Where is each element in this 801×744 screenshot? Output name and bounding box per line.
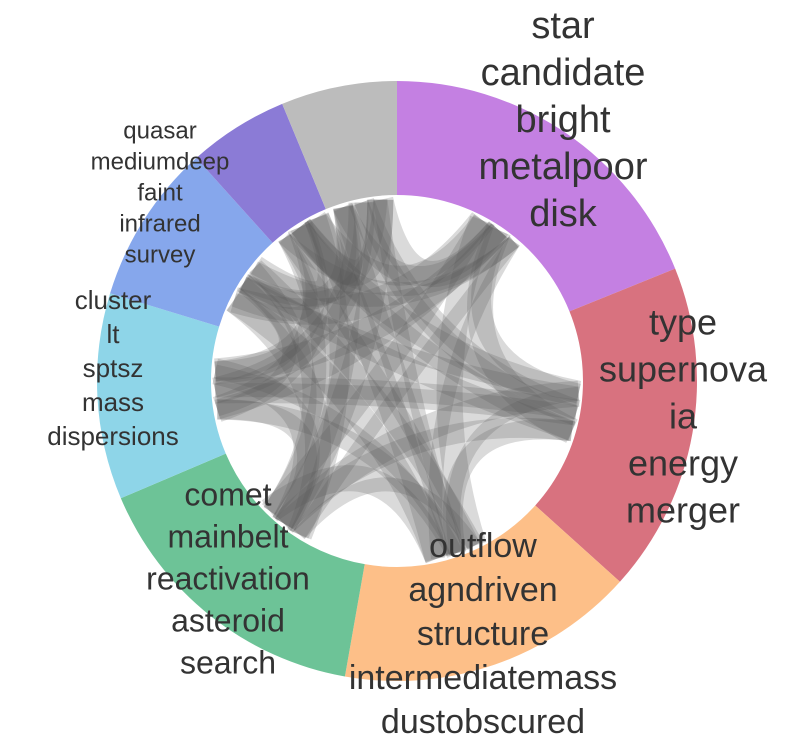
topic-word: dustobscured bbox=[381, 703, 585, 741]
topic-word: disk bbox=[529, 193, 598, 235]
chord bbox=[436, 215, 495, 550]
topic-word: faint bbox=[137, 179, 183, 206]
chord bbox=[276, 417, 574, 531]
chord bbox=[261, 465, 450, 564]
chord bbox=[247, 260, 483, 551]
chord bbox=[214, 223, 507, 420]
chord bbox=[213, 202, 369, 398]
chord bbox=[212, 222, 329, 422]
chord bbox=[239, 205, 357, 311]
chord bbox=[214, 221, 509, 385]
topic-word: mainbelt bbox=[168, 518, 289, 554]
topic-word: supernova bbox=[599, 349, 768, 390]
topic-word: lt bbox=[107, 319, 121, 349]
chord bbox=[293, 477, 480, 550]
chord bbox=[446, 386, 580, 555]
topic-word: dispersions bbox=[47, 421, 179, 451]
chord bbox=[442, 419, 574, 555]
chord bbox=[262, 215, 492, 518]
topic-word: structure bbox=[417, 615, 549, 653]
topic-word: infrared bbox=[119, 210, 200, 237]
chord bbox=[230, 212, 493, 325]
topic-word: survey bbox=[125, 241, 196, 268]
topic-word: candidate bbox=[481, 52, 646, 94]
ring-segment bbox=[110, 158, 273, 327]
chord bbox=[293, 237, 520, 539]
chord bbox=[333, 204, 466, 557]
chord bbox=[272, 199, 394, 531]
chord bbox=[212, 358, 320, 530]
chord bbox=[212, 202, 375, 404]
chord bbox=[238, 274, 576, 441]
topic-word: mediumdeep bbox=[91, 148, 230, 175]
topic-word: outflow bbox=[429, 527, 537, 565]
topic-word: star bbox=[531, 5, 595, 47]
chord bbox=[289, 218, 582, 407]
topic-word: quasar bbox=[123, 117, 196, 144]
chord bbox=[217, 399, 318, 529]
chord bbox=[251, 236, 519, 307]
chord bbox=[349, 198, 581, 425]
topic-word: ia bbox=[669, 396, 698, 437]
topic-word: cluster bbox=[75, 285, 152, 315]
chord bbox=[291, 204, 363, 285]
chord bbox=[240, 199, 388, 307]
ring-segment bbox=[120, 453, 365, 677]
chord bbox=[304, 212, 451, 562]
topic-word: metalpoor bbox=[479, 146, 648, 188]
chord bbox=[308, 211, 491, 286]
topic-word: sptsz bbox=[83, 353, 144, 383]
chord bbox=[278, 233, 481, 550]
chord bbox=[215, 277, 297, 417]
chords bbox=[212, 196, 582, 564]
chord bbox=[354, 200, 579, 420]
chord bbox=[247, 213, 344, 308]
chord bbox=[215, 377, 579, 426]
chord bbox=[471, 225, 581, 404]
topic-word: reactivation bbox=[146, 560, 310, 596]
chord bbox=[290, 214, 350, 539]
topic-word: agndriven bbox=[408, 571, 557, 609]
topic-word: comet bbox=[184, 476, 271, 512]
chord bbox=[249, 263, 317, 515]
chord bbox=[467, 224, 578, 443]
chord bbox=[240, 277, 580, 401]
chord bbox=[334, 202, 507, 287]
chord bbox=[263, 234, 327, 515]
ring bbox=[96, 81, 697, 681]
chord bbox=[213, 364, 463, 557]
topic-word: merger bbox=[626, 490, 740, 531]
topic-word: intermediatemass bbox=[349, 659, 617, 697]
chord bbox=[226, 288, 451, 563]
chord bbox=[226, 289, 331, 540]
ring-segment bbox=[196, 103, 326, 243]
ring-segment bbox=[282, 81, 397, 210]
chord bbox=[292, 220, 576, 441]
ring-segment bbox=[96, 293, 226, 499]
ring-segment bbox=[397, 81, 676, 312]
chord bbox=[428, 237, 520, 560]
chord bbox=[217, 399, 466, 558]
labels: star candidate bright metalpoor disk type supe… bbox=[47, 5, 768, 741]
chord bbox=[279, 232, 519, 297]
ring-segment bbox=[344, 505, 620, 681]
topic-word: energy bbox=[628, 443, 738, 484]
topic-word: mass bbox=[82, 387, 144, 417]
topic-word: search bbox=[180, 644, 276, 680]
chord bbox=[214, 223, 326, 382]
chord bbox=[215, 383, 578, 420]
chord bbox=[214, 275, 299, 382]
chord bbox=[274, 380, 580, 533]
topic-word: asteroid bbox=[171, 602, 285, 638]
chord bbox=[367, 196, 509, 287]
topic-word: type bbox=[649, 302, 717, 343]
ring-segment bbox=[535, 268, 697, 582]
chord bbox=[231, 234, 318, 322]
chord bbox=[275, 205, 361, 529]
topic-word: bright bbox=[515, 99, 610, 141]
chord bbox=[289, 199, 394, 286]
chord bbox=[373, 198, 463, 556]
